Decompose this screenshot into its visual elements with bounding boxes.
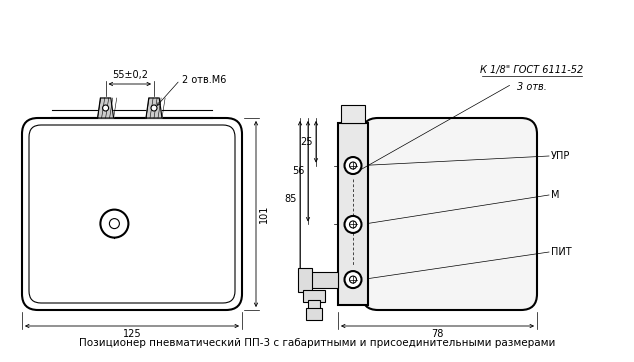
Text: 125: 125 [123, 329, 141, 339]
Polygon shape [146, 98, 162, 118]
Text: 2 отв.М6: 2 отв.М6 [182, 75, 226, 85]
Bar [303, 290, 325, 302]
Circle shape [349, 162, 356, 169]
Bar [298, 268, 312, 291]
Text: К 1/8" ГОСТ 6111-52: К 1/8" ГОСТ 6111-52 [481, 65, 584, 75]
Text: 55±0,2: 55±0,2 [112, 70, 148, 80]
Polygon shape [98, 98, 113, 118]
FancyBboxPatch shape [362, 118, 537, 310]
Circle shape [100, 210, 129, 237]
Text: 78: 78 [431, 329, 444, 339]
Circle shape [344, 157, 361, 174]
Text: Позиционер пневматический ПП-3 с габаритными и присоединительными размерами: Позиционер пневматический ПП-3 с габарит… [79, 338, 555, 348]
FancyBboxPatch shape [22, 118, 242, 310]
Circle shape [110, 219, 119, 228]
Bar [341, 105, 365, 123]
Text: 25: 25 [301, 137, 313, 147]
Bar [306, 308, 322, 320]
Text: ПИТ: ПИТ [551, 247, 572, 257]
Text: УПР: УПР [551, 151, 571, 161]
Circle shape [151, 105, 157, 111]
Text: 101: 101 [259, 205, 269, 223]
FancyBboxPatch shape [29, 125, 235, 303]
Circle shape [344, 271, 361, 288]
Bar [310, 272, 338, 287]
Circle shape [103, 105, 108, 111]
Text: М: М [551, 190, 559, 200]
Circle shape [349, 221, 356, 228]
Text: 85: 85 [285, 194, 297, 204]
Circle shape [349, 276, 356, 283]
Bar [338, 123, 368, 305]
Bar [308, 300, 320, 310]
Text: 3 отв.: 3 отв. [517, 82, 547, 92]
Text: 56: 56 [293, 166, 305, 176]
Circle shape [344, 216, 361, 233]
